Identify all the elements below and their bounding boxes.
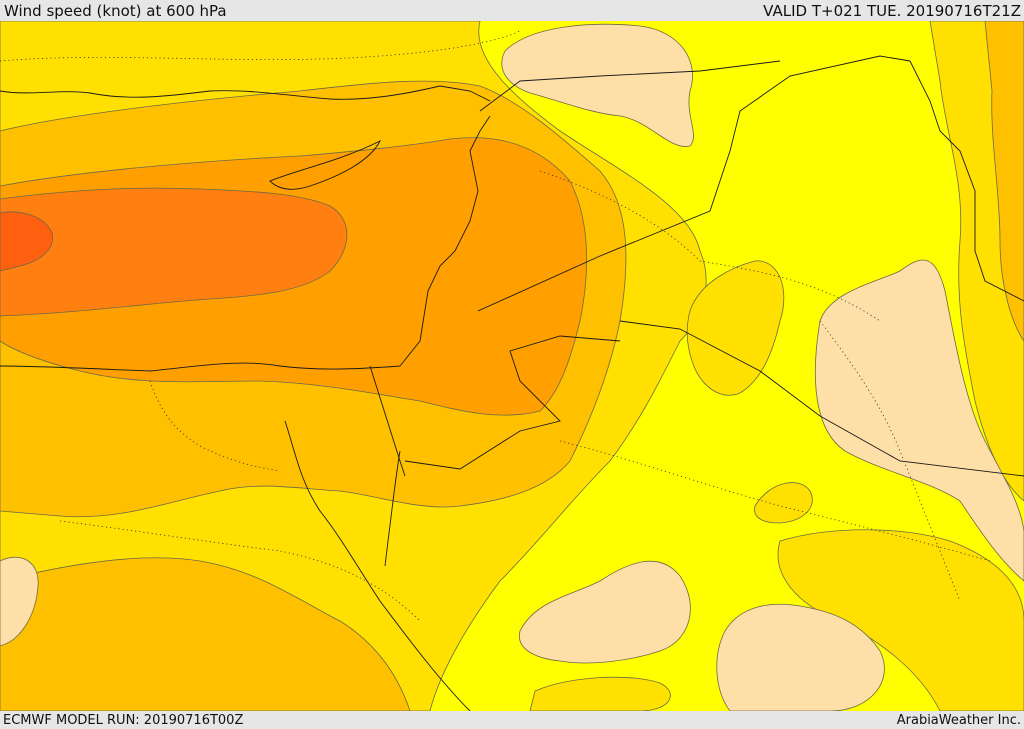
- admin-boundary-5: [819, 320, 961, 602]
- mediterranean-coast: [0, 115, 491, 372]
- low-wind-patch-west: [0, 556, 39, 647]
- map-footer: ECMWF MODEL RUN: 20190716T00Z ArabiaWeat…: [0, 711, 1024, 729]
- border-iran-iraq: [909, 60, 1024, 302]
- gulf-aqaba-coast: [384, 450, 401, 567]
- map-title: Wind speed (knot) at 600 hPa: [4, 1, 227, 20]
- border-syria-turkey: [479, 60, 781, 112]
- low-wind-patch-east: [814, 259, 1024, 582]
- admin-boundary-6: [149, 380, 281, 472]
- contour-island-3: [529, 676, 671, 711]
- turkey-coast: [0, 85, 491, 102]
- cyprus: [269, 139, 382, 190]
- credit: ArabiaWeather Inc.: [896, 712, 1021, 728]
- border-saudi-iraq: [619, 320, 1024, 477]
- border-jordan-saudi: [404, 335, 621, 470]
- admin-boundary-2: [539, 170, 881, 322]
- low-wind-patch-se: [716, 603, 885, 711]
- red-sea-coast: [284, 420, 471, 711]
- low-wind-patch-south: [518, 560, 691, 664]
- contour-island-2: [754, 482, 813, 524]
- valid-time: VALID T+021 TUE. 20190716T21Z: [763, 1, 1021, 20]
- wind-speed-map[interactable]: [0, 21, 1024, 711]
- map-header: Wind speed (knot) at 600 hPa VALID T+021…: [0, 0, 1024, 21]
- contour-band-se: [777, 529, 1024, 711]
- border-egypt-sinai: [369, 365, 406, 477]
- contour-band-mid-south: [0, 557, 411, 711]
- model-run: ECMWF MODEL RUN: 20190716T00Z: [3, 712, 244, 728]
- contour-band-east-mid: [984, 21, 1024, 342]
- low-wind-patch-north: [501, 23, 694, 147]
- border-iraq-syria: [477, 55, 911, 312]
- contour-band-stronger: [0, 187, 348, 317]
- contour-island-1: [686, 260, 785, 396]
- contour-band-max: [0, 211, 53, 272]
